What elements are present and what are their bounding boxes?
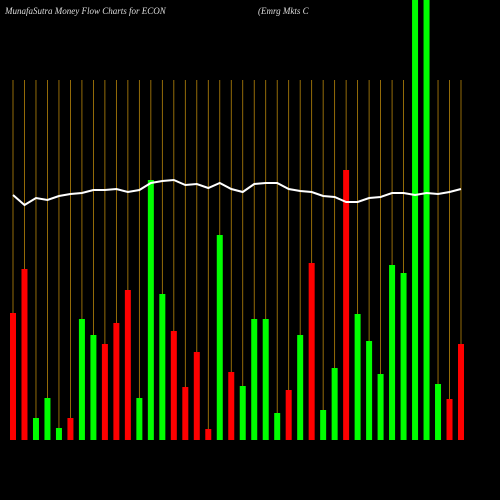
chart-subtitle: (Emrg Mkts C <box>258 6 310 16</box>
bar <box>251 319 258 440</box>
bar <box>423 0 430 440</box>
bar <box>228 372 235 440</box>
bar <box>21 269 28 440</box>
bar <box>366 341 373 440</box>
bar <box>44 398 51 440</box>
bar <box>400 273 407 440</box>
bar <box>193 352 200 440</box>
bar <box>377 374 384 440</box>
bar <box>446 399 453 440</box>
bar <box>78 319 85 440</box>
bar <box>354 314 361 440</box>
bar <box>67 418 74 440</box>
bar <box>216 235 223 440</box>
bar <box>205 429 212 440</box>
bar <box>308 263 315 440</box>
bar <box>458 344 464 440</box>
bar <box>343 170 350 440</box>
bar <box>182 387 189 440</box>
bar <box>170 331 177 440</box>
bar <box>320 410 327 440</box>
bar <box>262 319 269 440</box>
chart-title: MunafaSutra Money Flow Charts for ECON <box>4 6 167 16</box>
bar <box>274 413 281 440</box>
bar <box>239 386 246 440</box>
bar <box>435 384 442 440</box>
bar <box>412 0 419 440</box>
bar <box>159 294 166 440</box>
bar <box>55 428 62 440</box>
bar <box>285 390 292 440</box>
bar <box>147 180 154 440</box>
bar <box>101 344 108 440</box>
bar <box>32 418 39 440</box>
bar <box>136 398 143 440</box>
money-flow-line <box>12 178 462 207</box>
bar <box>331 368 338 440</box>
bar <box>113 323 120 440</box>
bar <box>124 290 131 440</box>
bar <box>90 335 97 440</box>
bar <box>389 265 396 440</box>
bar <box>10 313 16 440</box>
bar <box>297 335 304 440</box>
